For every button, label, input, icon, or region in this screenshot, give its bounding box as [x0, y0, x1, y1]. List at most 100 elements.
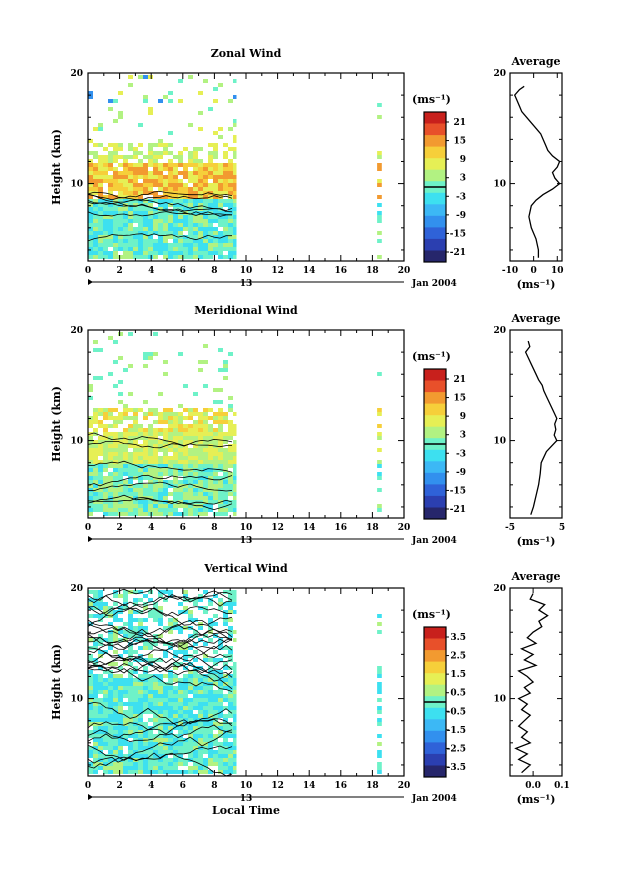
heatmap-cell: [138, 714, 143, 718]
heatmap-cell: [198, 147, 203, 151]
heatmap-cell: [193, 726, 198, 730]
heatmap-cell: [133, 746, 138, 750]
heatmap-cell: [93, 127, 98, 131]
heatmap-cell: [183, 642, 188, 646]
heatmap-cell: [113, 738, 118, 742]
heatmap-cell: [143, 460, 148, 464]
heatmap-cell: [188, 726, 193, 730]
heatmap-cell: [203, 718, 208, 722]
heatmap-cell: [103, 416, 108, 420]
heatmap-cell: [168, 714, 173, 718]
heatmap-cell: [223, 706, 228, 710]
heatmap-cell: [173, 428, 178, 432]
heatmap-cell: [128, 702, 133, 706]
heatmap-cell: [118, 400, 123, 404]
heatmap-cell: [148, 251, 153, 255]
heatmap-cell: [168, 726, 173, 730]
heatmap-cell: [223, 235, 228, 239]
heatmap-cell: [158, 508, 163, 512]
heatmap-cell: [178, 722, 183, 726]
heatmap-cell: [148, 412, 153, 416]
heatmap-cell: [218, 686, 223, 690]
heatmap-cell: [133, 432, 138, 436]
heatmap-cell: [148, 496, 153, 500]
heatmap-cell: [128, 618, 133, 622]
heatmap-cell: [93, 464, 98, 468]
heatmap-cell: [108, 674, 113, 678]
heatmap-cell: [138, 508, 143, 512]
profile-y-tick-label: 20: [493, 326, 506, 336]
heatmap-cell: [198, 626, 203, 630]
heatmap-cell: [138, 255, 143, 259]
heatmap-cell: [98, 654, 103, 658]
heatmap-cell: [143, 512, 148, 516]
heatmap-cell: [93, 746, 98, 750]
heatmap-cell: [233, 734, 237, 738]
heatmap-cell: [98, 424, 103, 428]
heatmap-cell: [118, 512, 123, 516]
heatmap-cell: [118, 694, 123, 698]
heatmap-cell: [218, 496, 223, 500]
heatmap-cell: [108, 662, 113, 666]
colorbar-tick-label: 3.5: [450, 633, 466, 643]
heatmap-cell: [143, 356, 148, 360]
heatmap-cell: [208, 151, 213, 155]
heatmap-cell: [158, 484, 163, 488]
heatmap-cell: [223, 227, 228, 231]
heatmap-cell: [98, 706, 103, 710]
heatmap-cell: [153, 674, 158, 678]
heatmap-cell: [228, 626, 233, 630]
heatmap-cell: [128, 424, 133, 428]
heatmap-cell: [113, 227, 118, 231]
heatmap-cell: [113, 143, 118, 147]
heatmap-cell: [153, 500, 158, 504]
heatmap-cell: [133, 187, 138, 191]
heatmap-cell: [133, 175, 138, 179]
heatmap-cell: [98, 223, 103, 227]
contour-line: [87, 594, 233, 607]
heatmap-cell: [123, 730, 128, 734]
heatmap-cell: [108, 440, 113, 444]
heatmap-cell: [208, 167, 213, 171]
colorbar-unit-label: (ms⁻¹): [412, 608, 451, 621]
heatmap-cell: [93, 151, 98, 155]
heatmap-cell: [158, 175, 163, 179]
heatmap-cell: [118, 710, 123, 714]
heatmap-cell: [203, 758, 208, 762]
heatmap-cell: [128, 207, 133, 211]
heatmap-cell: [128, 662, 133, 666]
heatmap-cell: [108, 460, 113, 464]
heatmap-cell: [173, 247, 178, 251]
heatmap-cell: [128, 630, 133, 634]
heatmap-cell: [88, 694, 93, 698]
heatmap-cell: [128, 508, 133, 512]
heatmap-cell: [188, 718, 193, 722]
heatmap-cell: [93, 179, 98, 183]
heatmap-cell: [153, 219, 158, 223]
heatmap-cell: [128, 167, 133, 171]
heatmap-cell: [103, 690, 108, 694]
heatmap-cell: [133, 488, 138, 492]
heatmap-cell: [128, 183, 133, 187]
heatmap-cell: [138, 195, 143, 199]
heatmap-cell: [103, 500, 108, 504]
heatmap-cell: [228, 191, 233, 195]
heatmap-cell: [163, 488, 168, 492]
heatmap-cell: [183, 147, 188, 151]
heatmap-cell: [98, 714, 103, 718]
heatmap-cell: [198, 412, 203, 416]
heatmap-cell: [118, 243, 123, 247]
heatmap-cell: [168, 678, 173, 682]
heatmap-cell: [218, 247, 223, 251]
heatmap-cell: [93, 155, 98, 159]
heatmap-cell: [188, 488, 193, 492]
profile-x-axis-label: (ms⁻¹): [517, 793, 556, 806]
x-axis-label: Local Time: [212, 804, 280, 817]
heatmap-cell: [377, 682, 382, 686]
colorbar-tick-label: 3: [460, 174, 466, 184]
heatmap-cell: [193, 730, 198, 734]
heatmap-cell: [108, 500, 113, 504]
heatmap-cell: [208, 255, 213, 259]
heatmap-cell: [168, 456, 173, 460]
heatmap-cell: [153, 460, 158, 464]
